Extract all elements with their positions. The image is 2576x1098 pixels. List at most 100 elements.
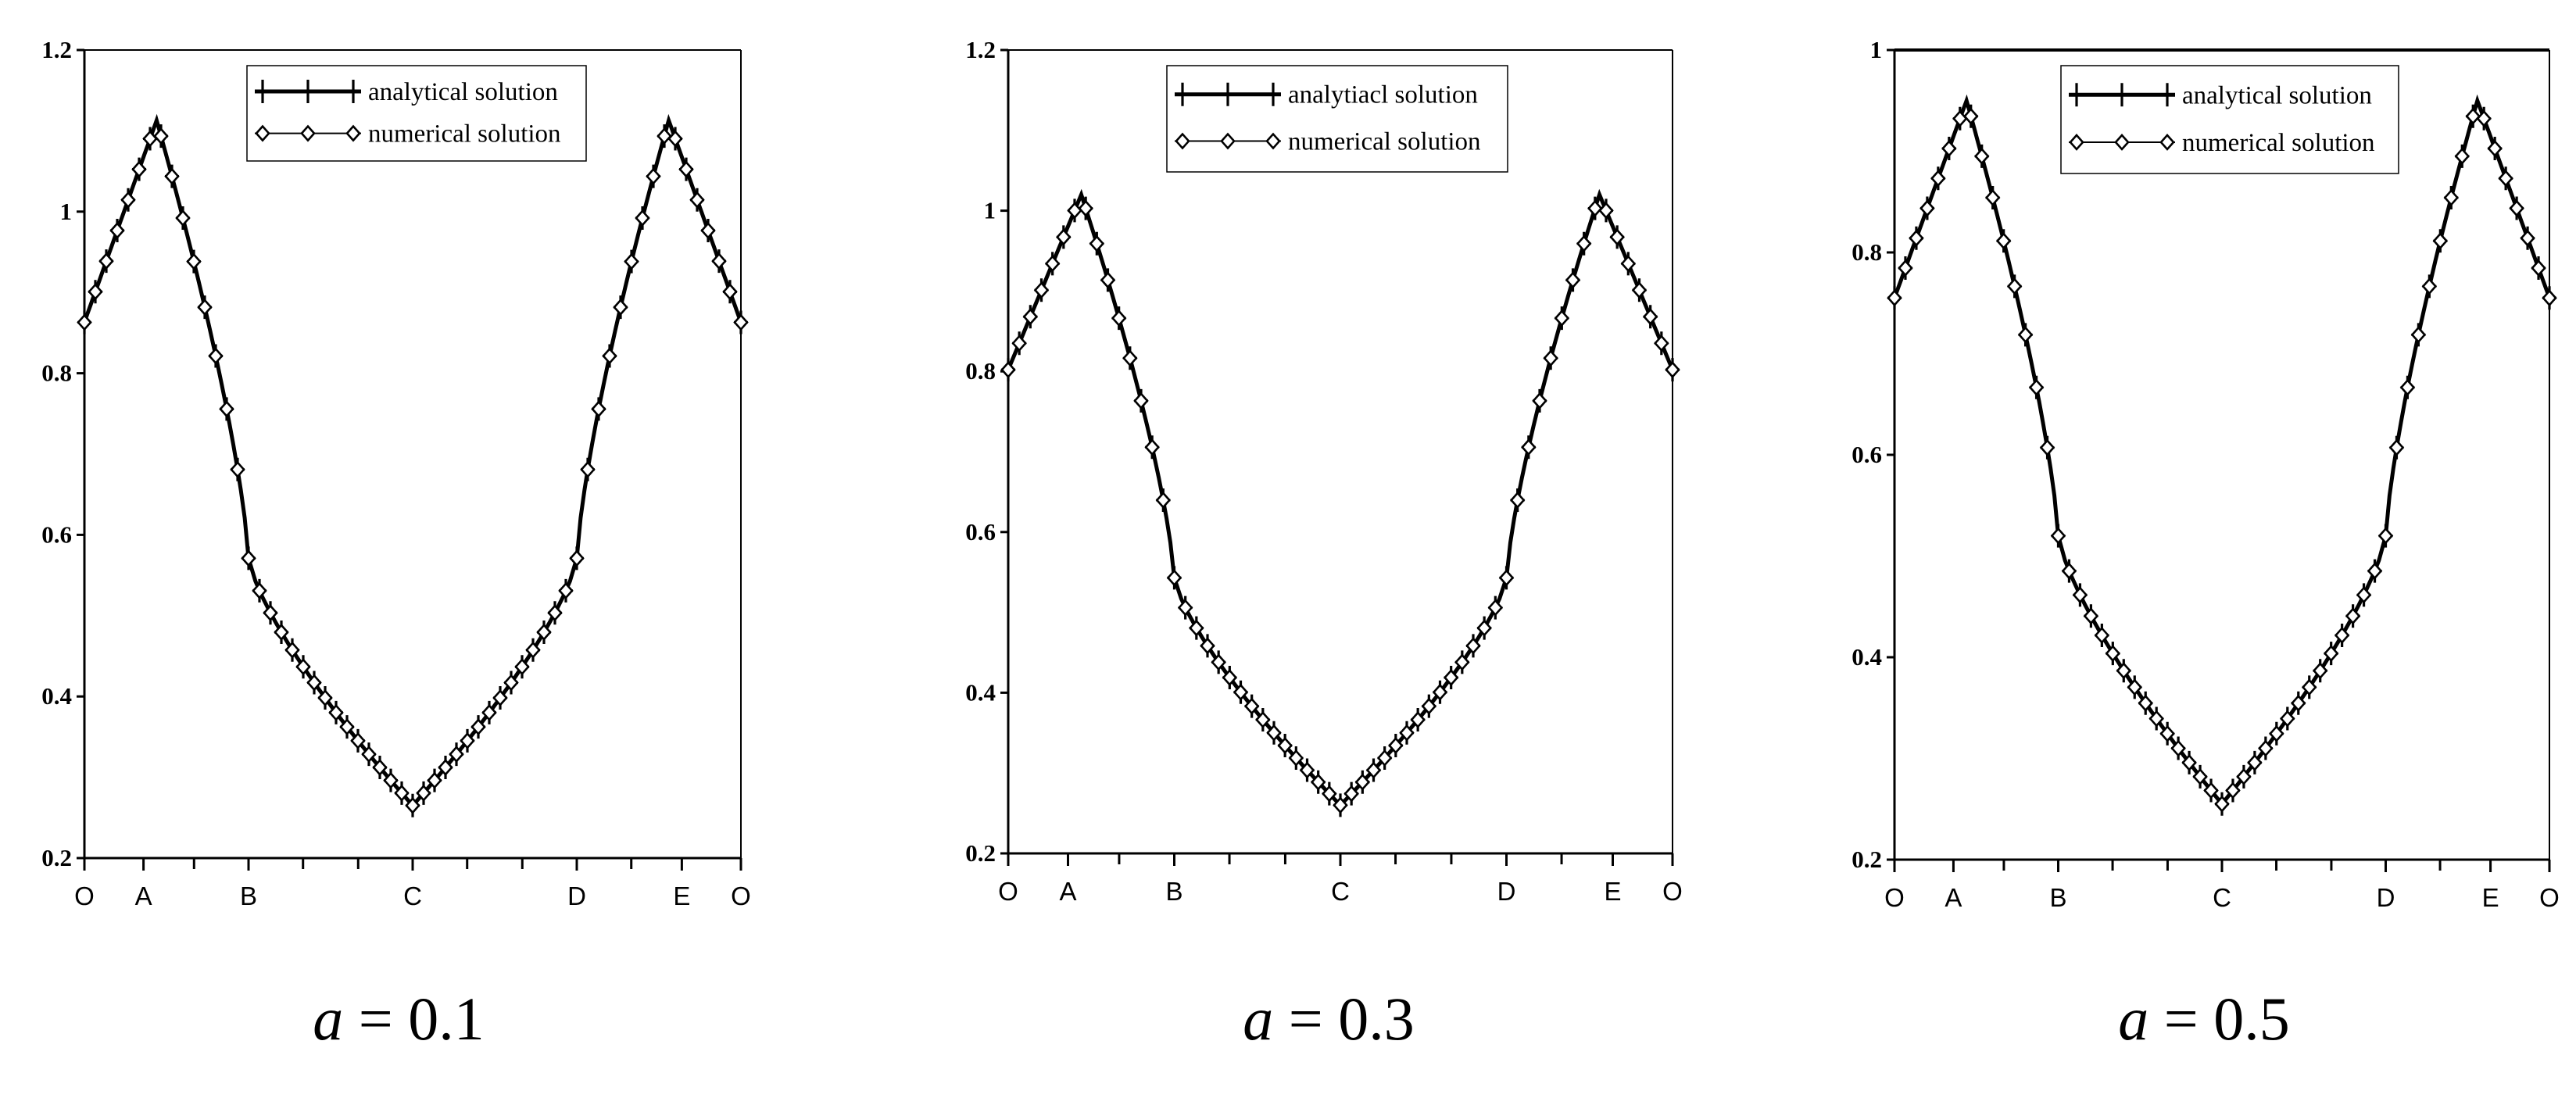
numerical-point <box>1498 569 1515 587</box>
legend-analytical-marker <box>1221 82 1235 106</box>
x-tick-label: C <box>403 882 422 910</box>
legend-numerical-marker <box>1175 132 1190 150</box>
numerical-point <box>1665 361 1680 379</box>
numerical-point <box>2356 586 2372 604</box>
numerical-point <box>503 674 519 692</box>
numerical-point <box>667 130 683 148</box>
numerical-point <box>1984 188 2001 206</box>
x-tick-label: B <box>1165 877 1182 906</box>
legend-box <box>1166 65 1508 173</box>
y-tick-label: 0.8 <box>1852 238 1882 266</box>
numerical-point <box>580 460 596 478</box>
x-tick-label: E <box>673 882 690 910</box>
numerical-point <box>460 731 475 749</box>
numerical-point <box>1995 232 2012 250</box>
numerical-point <box>1155 492 1172 509</box>
legend-analytical-marker <box>1266 82 1280 106</box>
numerical-point <box>1200 637 1215 655</box>
numerical-point <box>2127 678 2143 696</box>
numerical-point <box>1554 309 1570 327</box>
numerical-point <box>1565 271 1581 289</box>
numerical-point <box>1963 107 1979 125</box>
numerical-point <box>1243 697 1260 715</box>
legend-numerical-label: numerical solution <box>368 120 561 148</box>
legend-analytical-marker <box>2115 83 2129 107</box>
numerical-point <box>1521 438 1537 456</box>
numerical-point <box>2454 147 2470 165</box>
x-tick-label: A <box>1945 883 1962 912</box>
numerical-point <box>1100 271 1116 289</box>
numerical-point <box>1166 569 1182 587</box>
numerical-point <box>2345 607 2361 625</box>
y-tick-label: 0.2 <box>41 844 72 871</box>
numerical-point <box>416 784 431 802</box>
numerical-point <box>624 252 639 270</box>
legend-analytical-marker <box>301 79 315 103</box>
numerical-point <box>657 127 672 145</box>
numerical-point <box>1022 308 1039 326</box>
numerical-point <box>2377 527 2394 545</box>
legend-numerical-marker <box>1265 132 1281 150</box>
numerical-point <box>2531 259 2546 277</box>
numerical-point <box>2017 326 2034 344</box>
numerical-point <box>131 160 147 178</box>
legend-numerical-marker <box>300 124 316 142</box>
numerical-point <box>470 718 486 736</box>
numerical-point <box>317 689 333 706</box>
legend-numerical-marker <box>345 124 361 142</box>
x-tick-label: E <box>1604 877 1621 906</box>
y-tick-label: 0.6 <box>965 518 996 545</box>
numerical-point <box>328 703 344 721</box>
numerical-point <box>2061 562 2077 580</box>
numerical-point <box>77 313 92 331</box>
legend-numerical-label: numerical solution <box>1288 128 1481 156</box>
numerical-point <box>2247 753 2263 771</box>
numerical-point <box>1189 619 1204 637</box>
numerical-point <box>2225 781 2241 799</box>
numerical-point <box>1177 599 1193 617</box>
numerical-point <box>1454 653 1470 671</box>
legend: analytiacl solution numerical solution <box>1166 65 1508 173</box>
caption-value: = 0.1 <box>343 985 485 1053</box>
numerical-point <box>361 746 377 764</box>
numerical-point <box>733 313 749 331</box>
numerical-point <box>2072 586 2088 604</box>
numerical-point <box>2148 710 2164 728</box>
numerical-point <box>2520 229 2535 247</box>
numerical-point <box>1543 349 1558 367</box>
x-tick-label: B <box>240 882 257 910</box>
numerical-point <box>2181 753 2197 771</box>
numerical-point <box>2138 694 2153 712</box>
numerical-point <box>405 796 420 814</box>
x-tick-label: O <box>1884 883 1905 912</box>
numerical-point <box>569 549 585 567</box>
numerical-point <box>2236 767 2252 785</box>
numerical-point <box>2312 662 2328 680</box>
numerical-point <box>2410 326 2427 344</box>
numerical-point <box>1211 653 1226 671</box>
numerical-point <box>109 222 125 239</box>
numerical-point <box>1941 140 1957 157</box>
numerical-point <box>1598 202 1614 220</box>
numerical-point <box>1443 669 1459 686</box>
y-tick-label: 0.8 <box>41 359 72 387</box>
numerical-point <box>1255 711 1271 728</box>
numerical-point <box>2006 277 2023 295</box>
numerical-point <box>1277 737 1293 754</box>
numerical-point <box>1919 199 1935 217</box>
numerical-point <box>284 641 300 659</box>
numerical-point <box>1365 761 1382 779</box>
numerical-point <box>613 299 628 317</box>
caption-value: = 0.5 <box>2148 985 2290 1053</box>
numerical-point <box>481 703 497 721</box>
numerical-point <box>1909 229 1924 247</box>
numerical-point <box>1465 637 1481 655</box>
numerical-point <box>2301 678 2317 696</box>
numerical-point <box>1620 255 1637 273</box>
y-tick-label: 0.4 <box>965 678 996 706</box>
numerical-point <box>1388 737 1404 754</box>
numerical-point <box>197 299 213 317</box>
numerical-point <box>689 191 705 209</box>
numerical-point <box>1376 749 1393 767</box>
